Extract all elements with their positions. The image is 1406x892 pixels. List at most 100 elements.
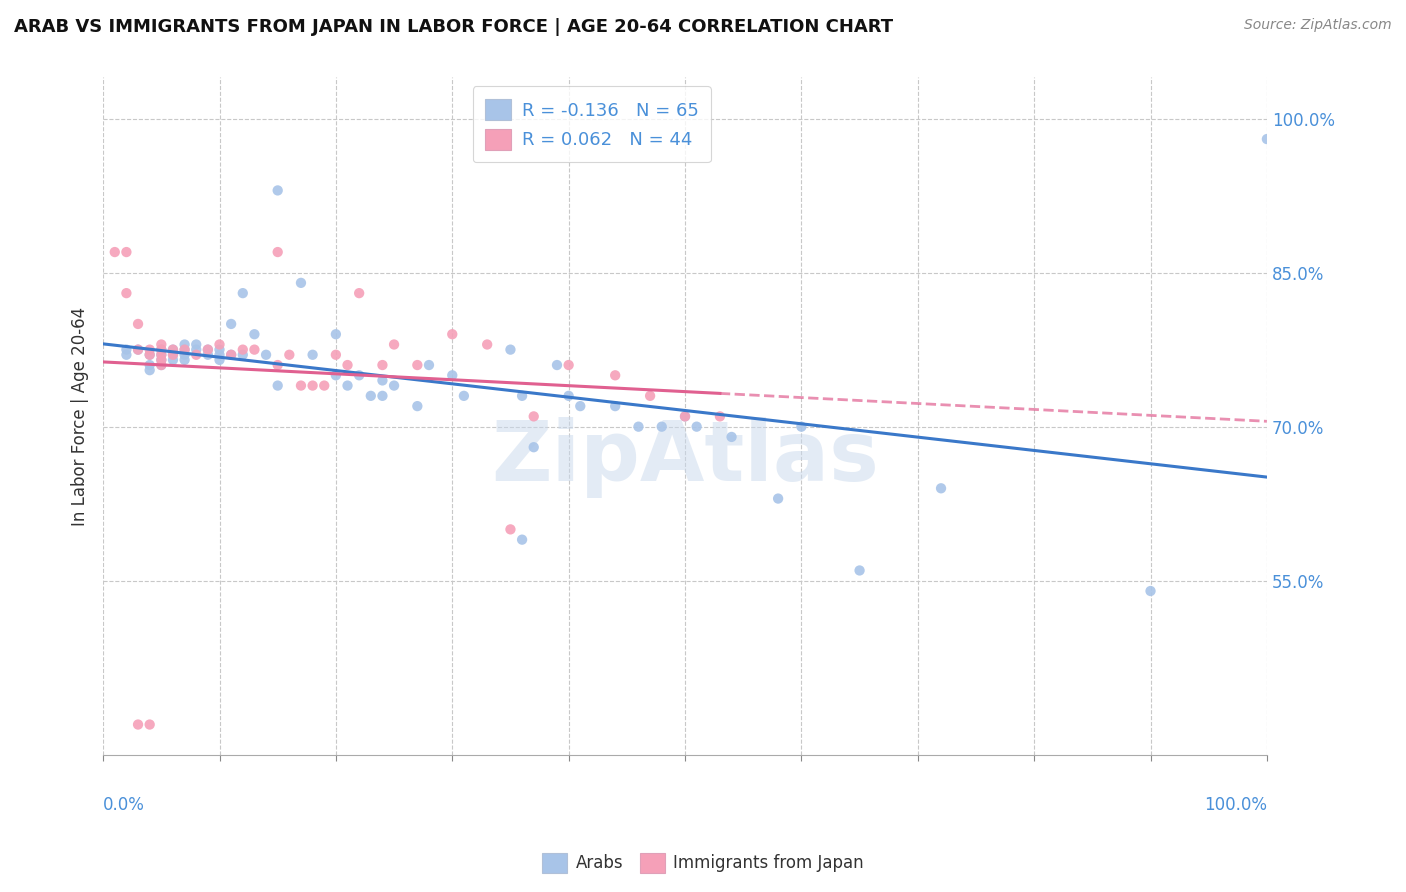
Point: [197, 343, 219, 357]
Point: [1256, 132, 1278, 146]
Point: [673, 409, 696, 424]
Y-axis label: In Labor Force | Age 20-64: In Labor Force | Age 20-64: [72, 307, 89, 526]
Point: [173, 348, 195, 362]
Point: [104, 245, 127, 260]
Text: 0.0%: 0.0%: [103, 796, 145, 814]
Point: [720, 430, 742, 444]
Point: [627, 419, 650, 434]
Point: [127, 717, 149, 731]
Point: [651, 419, 673, 434]
Point: [709, 409, 731, 424]
Point: [371, 374, 394, 388]
Point: [453, 389, 475, 403]
Text: ARAB VS IMMIGRANTS FROM JAPAN IN LABOR FORCE | AGE 20-64 CORRELATION CHART: ARAB VS IMMIGRANTS FROM JAPAN IN LABOR F…: [14, 18, 893, 36]
Point: [510, 389, 533, 403]
Point: [546, 358, 568, 372]
Point: [208, 352, 231, 367]
Point: [673, 409, 696, 424]
Point: [115, 348, 138, 362]
Point: [150, 343, 173, 357]
Point: [347, 368, 370, 383]
Point: [208, 337, 231, 351]
Point: [232, 348, 254, 362]
Text: ZipAtlas: ZipAtlas: [491, 417, 879, 498]
Point: [186, 348, 208, 362]
Point: [371, 358, 394, 372]
Point: [254, 348, 277, 362]
Point: [162, 348, 184, 362]
Point: [314, 378, 336, 392]
Point: [557, 389, 579, 403]
Point: [360, 389, 382, 403]
Point: [208, 348, 231, 362]
Point: [243, 327, 266, 342]
Point: [406, 358, 429, 372]
Point: [138, 343, 160, 357]
Point: [290, 276, 312, 290]
Point: [115, 286, 138, 301]
Point: [382, 337, 405, 351]
Legend: Arabs, Immigrants from Japan: Arabs, Immigrants from Japan: [536, 847, 870, 880]
Point: [219, 348, 242, 362]
Legend: R = -0.136   N = 65, R = 0.062   N = 44: R = -0.136 N = 65, R = 0.062 N = 44: [472, 87, 711, 162]
Point: [475, 337, 498, 351]
Point: [267, 245, 290, 260]
Point: [523, 409, 546, 424]
Point: [150, 348, 173, 362]
Point: [278, 348, 301, 362]
Point: [173, 337, 195, 351]
Point: [115, 245, 138, 260]
Point: [150, 352, 173, 367]
Point: [267, 183, 290, 197]
Point: [197, 348, 219, 362]
Point: [929, 481, 952, 495]
Point: [336, 358, 359, 372]
Point: [766, 491, 789, 506]
Point: [510, 533, 533, 547]
Point: [150, 352, 173, 367]
Point: [186, 343, 208, 357]
Point: [138, 717, 160, 731]
Point: [219, 317, 242, 331]
Point: [347, 286, 370, 301]
Point: [173, 343, 195, 357]
Point: [162, 348, 184, 362]
Point: [162, 352, 184, 367]
Text: Source: ZipAtlas.com: Source: ZipAtlas.com: [1244, 18, 1392, 32]
Point: [173, 343, 195, 357]
Point: [685, 419, 707, 434]
Point: [336, 378, 359, 392]
Point: [127, 343, 149, 357]
Point: [557, 358, 579, 372]
Point: [1139, 584, 1161, 599]
Point: [267, 378, 290, 392]
Point: [150, 358, 173, 372]
Point: [219, 348, 242, 362]
Point: [301, 348, 323, 362]
Point: [441, 327, 464, 342]
Point: [267, 358, 290, 372]
Point: [127, 317, 149, 331]
Point: [605, 368, 627, 383]
Point: [301, 378, 323, 392]
Point: [382, 378, 405, 392]
Point: [127, 343, 149, 357]
Point: [243, 343, 266, 357]
Point: [138, 348, 160, 362]
Point: [605, 399, 627, 413]
Point: [138, 358, 160, 372]
Point: [150, 337, 173, 351]
Point: [790, 419, 813, 434]
Point: [638, 389, 661, 403]
Point: [150, 348, 173, 362]
Point: [499, 343, 522, 357]
Point: [325, 327, 347, 342]
Point: [232, 286, 254, 301]
Point: [418, 358, 440, 372]
Point: [115, 343, 138, 357]
Point: [499, 522, 522, 536]
Point: [290, 378, 312, 392]
Point: [138, 363, 160, 377]
Point: [406, 399, 429, 413]
Point: [162, 343, 184, 357]
